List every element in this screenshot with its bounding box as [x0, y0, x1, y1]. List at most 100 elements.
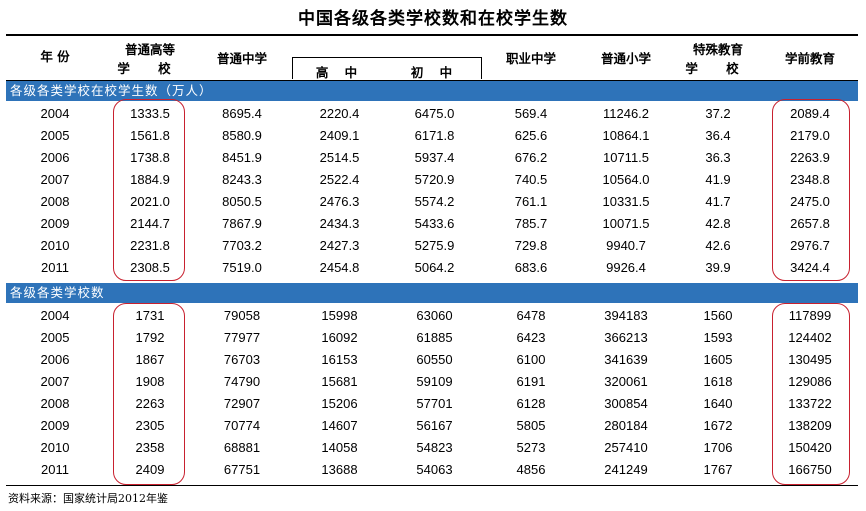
cell-senior: 16153: [321, 352, 358, 367]
cell-primary: 241249: [604, 462, 648, 477]
table-row: 2004 1731 79058 15998 63060 6478 394183 1560 117…: [0, 305, 866, 327]
table-row: 2007 1908 74790 15681 59109 6191 320061 1618 129…: [0, 371, 866, 393]
cell-junior: 5937.4: [414, 150, 455, 165]
cell-preschool: 124402: [788, 330, 832, 345]
cell-special: 1618: [703, 374, 733, 389]
cell-year: 2006: [40, 150, 70, 165]
cell-vocational: 6423: [516, 330, 546, 345]
cell-vocational: 6191: [516, 374, 546, 389]
cell-special: 42.6: [705, 238, 731, 253]
cell-special: 1605: [703, 352, 733, 367]
cell-junior: 6475.0: [414, 106, 455, 121]
cell-higher: 1731: [135, 308, 165, 323]
cell-higher: 2305: [135, 418, 165, 433]
header-preschool: 学前教育: [784, 51, 835, 66]
table-row: 2005 1561.8 8580.9 2409.1 6171.8 625.6 10864.1…: [0, 125, 866, 147]
cell-vocational: 569.4: [514, 106, 548, 121]
cell-junior: 54063: [416, 462, 453, 477]
cell-primary: 280184: [604, 418, 648, 433]
cell-higher: 2231.8: [130, 238, 170, 253]
cell-junior: 60550: [416, 352, 453, 367]
cell-vocational: 785.7: [514, 216, 548, 231]
header-special-line2: 学 校: [685, 61, 751, 76]
cell-primary: 9940.7: [606, 238, 646, 253]
cell-year: 2009: [40, 418, 70, 433]
cell-middle: 8243.3: [222, 172, 262, 187]
cell-primary: 9926.4: [606, 260, 646, 275]
cell-special: 41.7: [705, 194, 731, 209]
cell-junior: 5433.6: [414, 216, 455, 231]
cell-preschool: 2348.8: [790, 172, 830, 187]
cell-year: 2006: [40, 352, 70, 367]
table-row: 2005 1792 77977 16092 61885 6423 366213 1593 124…: [0, 327, 866, 349]
cell-preschool: 2089.4: [790, 106, 830, 121]
page-title: 中国各级各类学校数和在校学生数: [298, 9, 568, 29]
table-row: 2010 2358 68881 14058 54823 5273 257410 1706 150…: [0, 437, 866, 459]
cell-preschool: 129086: [788, 374, 832, 389]
highlight-preschool-students: [772, 99, 850, 281]
cell-middle: 74790: [223, 374, 261, 389]
cell-higher: 2021.0: [130, 194, 170, 209]
cell-year: 2010: [40, 238, 70, 253]
cell-junior: 63060: [416, 308, 453, 323]
cell-year: 2005: [40, 330, 70, 345]
cell-year: 2008: [40, 194, 70, 209]
cell-higher: 1333.5: [130, 106, 170, 121]
table-row: 2006 1738.8 8451.9 2514.5 5937.4 676.2 10711.5…: [0, 147, 866, 169]
cell-middle: 8050.5: [222, 194, 262, 209]
cell-middle: 7519.0: [222, 260, 262, 275]
header-senior: 高 中: [315, 65, 364, 80]
cell-middle: 8580.9: [222, 128, 262, 143]
highlight-higher-students: [113, 99, 185, 281]
header-higher-line1: 普通高等: [124, 42, 175, 57]
table-row: 2007 1884.9 8243.3 2522.4 5720.9 740.5 10564.0…: [0, 169, 866, 191]
cell-special: 1767: [703, 462, 733, 477]
table-row: 2010 2231.8 7703.2 2427.3 5275.9 729.8 9940.7 4…: [0, 235, 866, 257]
cell-middle: 67751: [223, 462, 261, 477]
table-row: 2008 2021.0 8050.5 2476.3 5574.2 761.1 10331.5…: [0, 191, 866, 213]
header-year: 年 份: [40, 49, 70, 64]
cell-special: 1560: [703, 308, 733, 323]
cell-primary: 320061: [604, 374, 648, 389]
header-junior: 初 中: [410, 65, 459, 80]
cell-senior: 15681: [321, 374, 358, 389]
cell-vocational: 740.5: [514, 172, 548, 187]
cell-primary: 257410: [604, 440, 648, 455]
source-note: 资料来源：国家统计局2012年鉴: [8, 492, 168, 505]
cell-vocational: 625.6: [514, 128, 548, 143]
cell-junior: 5064.2: [414, 260, 455, 275]
table-row: 2011 2409 67751 13688 54063 4856 241249 1767 166…: [0, 459, 866, 481]
cell-senior: 2522.4: [319, 172, 360, 187]
cell-preschool: 2657.8: [790, 216, 830, 231]
cell-year: 2004: [40, 308, 70, 323]
header-sub-rule-tick-left: [292, 57, 293, 79]
cell-middle: 76703: [223, 352, 261, 367]
cell-junior: 6171.8: [414, 128, 455, 143]
cell-preschool: 2976.7: [790, 238, 830, 253]
cell-senior: 2454.8: [319, 260, 360, 275]
cell-vocational: 6128: [516, 396, 546, 411]
cell-middle: 79058: [223, 308, 261, 323]
cell-vocational: 5273: [516, 440, 546, 455]
cell-junior: 59109: [416, 374, 453, 389]
cell-middle: 77977: [223, 330, 261, 345]
header-special-line1: 特殊教育: [692, 42, 743, 57]
cell-year: 2009: [40, 216, 70, 231]
section-students: 各级各类学校在校学生数（万人）: [6, 81, 858, 101]
cell-vocational: 5805: [516, 418, 546, 433]
cell-preschool: 166750: [788, 462, 832, 477]
cell-senior: 14058: [321, 440, 358, 455]
section-schools: 各级各类学校数: [6, 283, 858, 303]
header-bottom-rule: [6, 80, 858, 81]
cell-primary: 341639: [604, 352, 648, 367]
cell-higher: 2144.7: [130, 216, 170, 231]
cell-higher: 2308.5: [130, 260, 170, 275]
cell-special: 39.9: [705, 260, 731, 275]
header-primary: 普通小学: [600, 51, 651, 66]
header-higher-line2: 学 校: [117, 61, 183, 76]
cell-middle: 70774: [223, 418, 261, 433]
table-row: 2009 2305 70774 14607 56167 5805 280184 1672 138…: [0, 415, 866, 437]
cell-special: 36.3: [705, 150, 731, 165]
cell-year: 2005: [40, 128, 70, 143]
cell-special: 1640: [703, 396, 733, 411]
